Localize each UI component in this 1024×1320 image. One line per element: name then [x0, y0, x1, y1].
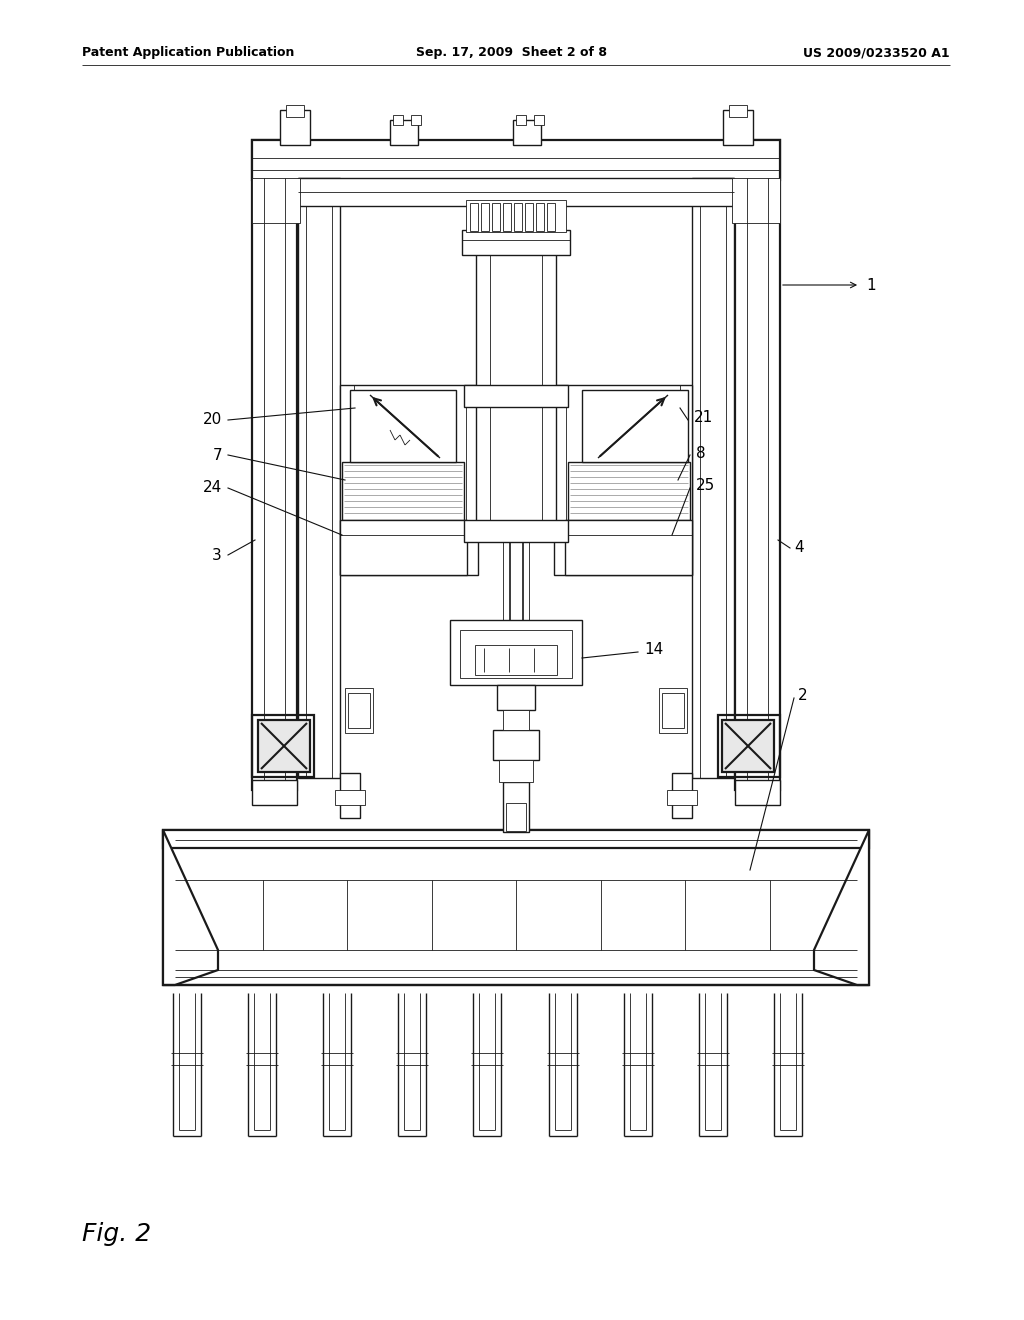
Bar: [514, 203, 522, 231]
Bar: [492, 203, 500, 231]
Bar: [450, 620, 582, 685]
Bar: [475, 645, 557, 675]
Text: 4: 4: [794, 540, 804, 556]
Bar: [509, 535, 523, 735]
Bar: [659, 688, 687, 733]
Bar: [536, 203, 544, 231]
Text: 14: 14: [644, 643, 664, 657]
Bar: [723, 110, 753, 145]
Bar: [718, 715, 780, 777]
Text: 8: 8: [696, 446, 706, 461]
Text: 1: 1: [866, 277, 876, 293]
Bar: [258, 719, 310, 772]
Bar: [547, 203, 555, 231]
Bar: [503, 535, 529, 620]
Bar: [722, 719, 774, 772]
Bar: [340, 520, 467, 576]
Bar: [481, 203, 489, 231]
Text: 20: 20: [203, 412, 222, 428]
Bar: [298, 178, 340, 777]
Bar: [476, 240, 556, 535]
Bar: [499, 760, 534, 781]
Bar: [280, 110, 310, 145]
Bar: [534, 115, 544, 125]
Text: 25: 25: [696, 479, 715, 494]
Text: 7: 7: [212, 447, 222, 462]
Text: US 2009/0233520 A1: US 2009/0233520 A1: [804, 46, 950, 59]
Bar: [464, 520, 568, 543]
Bar: [729, 106, 746, 117]
Bar: [568, 462, 690, 520]
Text: Sep. 17, 2009  Sheet 2 of 8: Sep. 17, 2009 Sheet 2 of 8: [417, 46, 607, 59]
Bar: [493, 730, 539, 760]
Bar: [735, 780, 780, 805]
Bar: [252, 715, 314, 777]
Bar: [342, 462, 464, 520]
Bar: [667, 789, 697, 805]
Bar: [345, 688, 373, 733]
Bar: [350, 389, 456, 462]
Bar: [460, 630, 572, 678]
Bar: [582, 389, 688, 462]
Bar: [163, 830, 869, 847]
Bar: [497, 685, 535, 710]
Text: Fig. 2: Fig. 2: [82, 1222, 152, 1246]
Bar: [348, 693, 370, 729]
Bar: [503, 781, 529, 832]
Bar: [390, 120, 418, 145]
Text: 3: 3: [212, 548, 222, 562]
Bar: [393, 115, 403, 125]
Bar: [735, 140, 780, 789]
Bar: [252, 140, 297, 789]
Bar: [252, 140, 780, 180]
Bar: [462, 230, 570, 255]
Bar: [286, 106, 304, 117]
Bar: [298, 178, 734, 206]
Polygon shape: [814, 830, 869, 985]
Polygon shape: [163, 830, 218, 985]
Text: Patent Application Publication: Patent Application Publication: [82, 46, 294, 59]
Bar: [470, 203, 478, 231]
Bar: [335, 789, 365, 805]
Bar: [692, 178, 734, 777]
Bar: [259, 148, 287, 173]
Bar: [411, 115, 421, 125]
Bar: [252, 178, 300, 223]
Bar: [565, 520, 692, 576]
Bar: [506, 803, 526, 832]
Bar: [466, 201, 566, 232]
Bar: [554, 385, 692, 576]
Bar: [503, 203, 511, 231]
Text: 21: 21: [694, 411, 714, 425]
Text: 24: 24: [203, 480, 222, 495]
Bar: [662, 693, 684, 729]
Bar: [516, 115, 526, 125]
Bar: [503, 710, 529, 730]
Bar: [340, 385, 478, 576]
Bar: [464, 385, 568, 407]
Bar: [525, 203, 534, 231]
Bar: [513, 120, 541, 145]
Bar: [732, 178, 780, 223]
Bar: [252, 780, 297, 805]
Text: 2: 2: [798, 689, 808, 704]
Bar: [745, 148, 773, 173]
Bar: [340, 774, 360, 818]
Bar: [672, 774, 692, 818]
Bar: [163, 830, 869, 985]
